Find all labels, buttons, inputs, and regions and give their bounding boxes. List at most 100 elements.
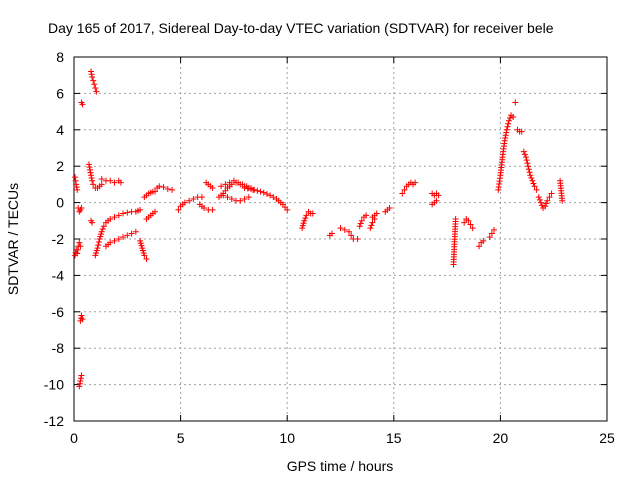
data-point xyxy=(399,190,406,197)
data-point xyxy=(156,183,163,190)
data-point xyxy=(78,312,85,319)
data-point xyxy=(486,234,493,241)
y-tick-label: -2 xyxy=(52,231,65,247)
data-point xyxy=(491,226,498,233)
data-point xyxy=(220,192,227,199)
data-point xyxy=(531,183,538,190)
data-point xyxy=(230,177,237,184)
x-tick-label: 10 xyxy=(279,430,295,446)
data-point xyxy=(386,205,393,212)
data-point xyxy=(309,210,316,217)
data-point xyxy=(76,380,83,387)
y-tick-label: 0 xyxy=(56,195,64,211)
x-tick-label: 15 xyxy=(386,430,402,446)
data-point xyxy=(328,230,335,237)
data-point xyxy=(401,186,408,193)
data-point xyxy=(452,215,459,222)
y-tick-label: -6 xyxy=(52,304,65,320)
chart-title: Day 165 of 2017, Sidereal Day-to-day VTE… xyxy=(48,20,554,36)
data-point xyxy=(115,236,122,242)
data-point xyxy=(137,206,144,213)
x-tick-label: 5 xyxy=(177,430,185,446)
data-point xyxy=(267,192,274,199)
data-point xyxy=(124,232,131,239)
data-point xyxy=(152,188,159,195)
data-point xyxy=(257,188,264,195)
data-point xyxy=(99,225,106,232)
data-point xyxy=(346,228,353,235)
data-point xyxy=(201,205,208,212)
data-point xyxy=(537,199,544,206)
data-point xyxy=(503,126,510,133)
data-point xyxy=(88,68,95,75)
data-point xyxy=(164,185,171,192)
data-point xyxy=(198,194,205,201)
data-point xyxy=(518,128,525,135)
data-point xyxy=(521,151,528,158)
data-point xyxy=(504,123,511,130)
data-point xyxy=(143,256,150,263)
plot-frame xyxy=(73,56,608,422)
data-point xyxy=(412,179,419,186)
data-point xyxy=(90,77,97,84)
data-point xyxy=(546,194,553,201)
data-point xyxy=(107,177,114,184)
data-point xyxy=(74,250,81,257)
data-point xyxy=(542,203,549,210)
data-point xyxy=(79,101,86,108)
data-point xyxy=(73,181,80,188)
data-point xyxy=(538,202,545,209)
data-point xyxy=(480,237,487,244)
data-point xyxy=(465,217,472,224)
data-point xyxy=(488,230,495,237)
data-point xyxy=(270,194,277,201)
y-tick-label: 6 xyxy=(56,85,64,101)
data-point xyxy=(86,166,93,173)
data-point xyxy=(502,132,509,139)
data-point xyxy=(502,134,509,141)
x-tick-label: 20 xyxy=(493,430,509,446)
data-point xyxy=(95,239,102,246)
data-point xyxy=(505,120,512,127)
data-point xyxy=(525,166,532,173)
data-point xyxy=(254,187,261,194)
data-point xyxy=(228,195,235,202)
data-point xyxy=(92,84,99,91)
x-tick-label: 25 xyxy=(599,430,615,446)
data-point xyxy=(186,197,193,204)
data-point xyxy=(78,205,85,212)
data-point xyxy=(120,234,127,241)
data-point xyxy=(337,225,344,232)
x-tick-label: 0 xyxy=(70,430,78,446)
data-point xyxy=(74,186,81,193)
data-point xyxy=(91,81,98,88)
data-point xyxy=(117,179,124,186)
data-point xyxy=(124,209,131,216)
y-tick-label: -10 xyxy=(44,377,64,393)
data-point xyxy=(251,186,258,193)
data-point xyxy=(461,219,468,226)
data-point xyxy=(302,215,309,222)
data-point xyxy=(175,206,182,213)
data-point xyxy=(88,172,95,179)
data-point xyxy=(111,214,118,221)
data-point xyxy=(367,225,374,232)
y-tick-label: 2 xyxy=(56,158,64,174)
data-point xyxy=(363,212,370,219)
y-axis-label: SDTVAR / TECUs xyxy=(5,183,21,295)
data-point xyxy=(533,186,540,193)
data-point xyxy=(73,184,80,191)
data-point xyxy=(72,177,79,184)
data-point xyxy=(85,161,92,168)
y-axis: -12 -10 -8 -6 -4 -2 0 2 4 6 8 xyxy=(44,49,607,429)
data-point xyxy=(526,169,533,176)
data-point xyxy=(469,225,476,232)
data-point xyxy=(241,195,248,202)
data-point xyxy=(341,226,348,233)
data-point xyxy=(89,219,96,226)
data-point xyxy=(72,174,79,181)
data-point xyxy=(301,217,308,224)
data-point xyxy=(373,210,380,217)
data-point xyxy=(77,375,84,382)
